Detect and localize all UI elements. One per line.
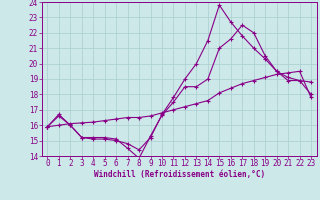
X-axis label: Windchill (Refroidissement éolien,°C): Windchill (Refroidissement éolien,°C) <box>94 170 265 179</box>
